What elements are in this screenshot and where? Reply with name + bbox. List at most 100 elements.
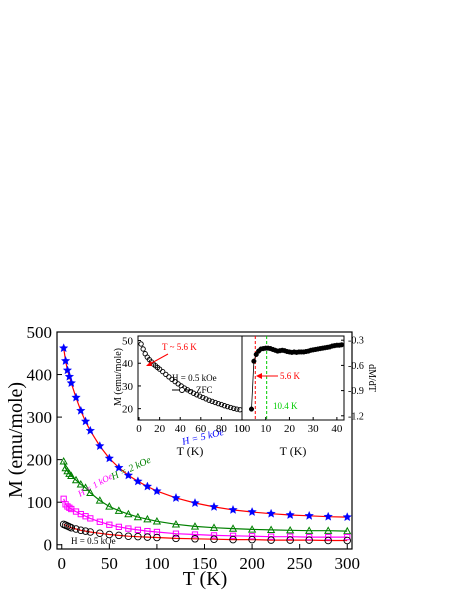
inset-left-legend-entry: ZFC [196,385,213,395]
inset-left-frame [137,335,243,421]
inset-left-legend-marker [179,387,185,393]
data-point-series-1 [95,496,104,504]
x-tick-label: 20 [284,423,296,435]
y-tick-label: 200 [27,451,53,470]
data-point-series-1 [59,457,68,465]
data-point-series-1 [143,514,152,523]
data-point-series-2 [96,518,103,525]
data-point-series-0 [152,486,162,496]
data-point-series-1 [152,517,162,525]
inset-left-point [166,374,172,380]
x-tick-label: 300 [334,554,360,573]
data-point-series-3 [105,530,114,539]
data-point-series-1 [228,524,238,532]
main-xlabel: T (K) [183,568,228,590]
inset-left-point [224,403,231,410]
data-point-series-0 [104,453,114,463]
data-point-series-0 [114,462,124,472]
data-point-series-0 [304,510,314,520]
series-label-05koe: H = 0.5 kOe [71,536,116,546]
data-point-series-2 [134,526,142,533]
data-point-series-0 [76,405,86,415]
inset-left-point [231,405,237,412]
inset-left-point [138,341,144,347]
data-point-series-2 [125,525,132,532]
inset-right-vlines [254,336,268,420]
data-point-series-0 [71,392,81,402]
data-point-series-0 [64,371,75,381]
inset-right-vline-label-5.6: 5.6 K [280,371,301,381]
data-point-series-2 [87,515,94,522]
data-point-series-1 [324,526,333,534]
inset-left-point [140,346,146,352]
data-point-series-1 [81,483,90,491]
data-point-series-0 [171,492,181,502]
data-point-series-1 [76,479,85,488]
data-point-series-1 [171,519,181,528]
data-point-series-2 [248,533,256,540]
x-tick-label: 250 [287,554,313,573]
data-point-series-0 [285,510,295,519]
x-tick-label: 100 [144,554,170,573]
data-point-series-0 [66,378,76,388]
inset-left-point [156,366,163,372]
data-point-series-1 [266,525,276,533]
inset-left-point [215,401,221,407]
data-point-series-0 [190,498,200,508]
data-point-series-1 [133,512,143,521]
inset-left-marks [138,341,243,413]
data-point-series-3 [210,535,218,543]
inset-left-point [212,399,218,406]
y-tick-label: -0.9 [348,386,364,397]
data-point-series-2 [106,521,113,528]
x-tick-label: 40 [331,423,343,435]
inset-right-arrowhead [256,373,262,379]
data-point-series-1 [105,502,114,510]
data-point-series-2 [77,510,84,518]
data-point-series-3 [305,536,313,544]
data-point-series-0 [266,508,276,518]
x-tick-label: 20 [154,423,166,435]
inset-left-annotation: T ~ 5.6 K [162,342,197,352]
data-point-series-2 [66,504,73,511]
data-point-series-2 [267,533,275,540]
data-point-series-1 [71,475,81,484]
inset-left-point [206,397,212,403]
inset-left-point [209,398,215,405]
data-point-series-3 [324,536,332,545]
data-point-series-2 [115,523,122,531]
x-tick-label: 150 [192,554,218,573]
inset-left-ylabel: M (emu/mole) [113,348,124,406]
y-tick-label: 30 [122,381,134,393]
data-point-series-2 [172,530,180,537]
data-point-series-2 [306,533,313,541]
data-point-series-3 [77,526,85,535]
data-point-series-2 [287,533,294,540]
data-point-series-0 [228,505,238,514]
data-point-series-1 [124,509,133,518]
data-point-series-0 [323,511,333,521]
inset-left-point [234,406,240,412]
main-marks [59,343,352,545]
data-point-series-1 [343,526,352,535]
y-tick-label: 500 [27,323,53,342]
data-point-series-0 [133,476,143,486]
inset-left-point [200,394,206,401]
inset-left-point [190,390,197,396]
data-point-series-2 [344,533,351,541]
data-point-series-3 [81,527,90,535]
data-point-series-1 [285,525,295,534]
x-tick-label: 40 [175,423,187,435]
inset-right-ylabel: dM/dT [366,364,377,392]
inset-left-point [160,368,166,375]
x-tick-label: 60 [195,423,207,435]
inset-left-point [197,393,203,399]
x-tick-label: 30 [308,423,320,435]
y-tick-label: 20 [122,403,134,415]
x-tick-label: 0 [239,423,245,435]
data-point-series-0 [142,481,153,491]
y-tick-label: 400 [27,365,53,384]
